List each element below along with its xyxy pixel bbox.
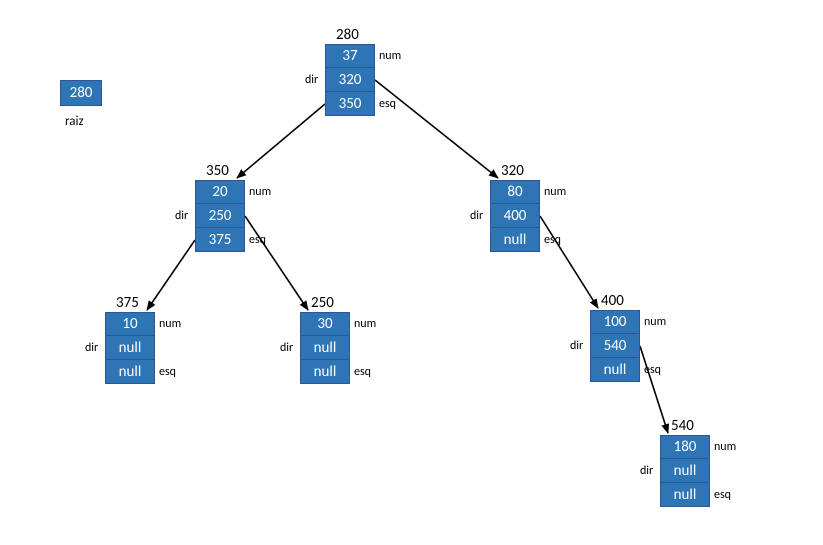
cell-dir: null bbox=[300, 336, 350, 360]
label-num: num bbox=[249, 185, 271, 199]
edge bbox=[245, 216, 308, 310]
node-addr-400: 400 bbox=[601, 292, 624, 310]
label-dir: dir bbox=[470, 209, 483, 223]
node-280: 37320350 bbox=[325, 44, 375, 116]
node-addr-375: 375 bbox=[116, 294, 139, 312]
root-label: raiz bbox=[65, 114, 84, 129]
node-540: 180nullnull bbox=[660, 435, 710, 507]
label-esq: esq bbox=[249, 233, 266, 247]
edge bbox=[640, 346, 668, 433]
cell-dir: 250 bbox=[195, 204, 245, 228]
label-num: num bbox=[379, 49, 401, 63]
node-addr-280: 280 bbox=[336, 26, 359, 44]
label-dir: dir bbox=[305, 73, 318, 87]
node-addr-320: 320 bbox=[501, 162, 524, 180]
cell-num: 80 bbox=[490, 180, 540, 204]
cell-esq: null bbox=[105, 360, 155, 384]
node-350: 20250375 bbox=[195, 180, 245, 252]
cell-esq: 375 bbox=[195, 228, 245, 252]
node-addr-250: 250 bbox=[311, 294, 334, 312]
label-dir: dir bbox=[280, 341, 293, 355]
cell-num: 37 bbox=[325, 44, 375, 68]
cell-num: 10 bbox=[105, 312, 155, 336]
node-addr-540: 540 bbox=[671, 417, 694, 435]
cell-esq: null bbox=[660, 483, 710, 507]
label-esq: esq bbox=[379, 97, 396, 111]
edge bbox=[375, 80, 498, 178]
cell-num: 100 bbox=[590, 310, 640, 334]
label-num: num bbox=[644, 315, 666, 329]
label-num: num bbox=[544, 185, 566, 199]
cell-esq: null bbox=[590, 358, 640, 382]
label-num: num bbox=[354, 317, 376, 331]
cell-num: 20 bbox=[195, 180, 245, 204]
node-addr-350: 350 bbox=[206, 162, 229, 180]
cell-esq: null bbox=[300, 360, 350, 384]
label-esq: esq bbox=[159, 365, 176, 379]
label-dir: dir bbox=[570, 339, 583, 353]
cell-num: 180 bbox=[660, 435, 710, 459]
label-num: num bbox=[159, 317, 181, 331]
label-num: num bbox=[714, 440, 736, 454]
cell-esq: null bbox=[490, 228, 540, 252]
node-250: 30nullnull bbox=[300, 312, 350, 384]
cell-dir: null bbox=[105, 336, 155, 360]
node-320: 80400null bbox=[490, 180, 540, 252]
label-dir: dir bbox=[175, 209, 188, 223]
cell-num: 30 bbox=[300, 312, 350, 336]
label-esq: esq bbox=[544, 233, 561, 247]
label-esq: esq bbox=[354, 365, 371, 379]
cell-dir: null bbox=[660, 459, 710, 483]
edge bbox=[147, 240, 195, 310]
root-value: 280 bbox=[60, 80, 102, 106]
label-dir: dir bbox=[640, 464, 653, 478]
cell-dir: 400 bbox=[490, 204, 540, 228]
label-esq: esq bbox=[714, 488, 731, 502]
edge bbox=[540, 216, 598, 308]
cell-esq: 350 bbox=[325, 92, 375, 116]
root-box: 280 bbox=[60, 80, 102, 106]
node-375: 10nullnull bbox=[105, 312, 155, 384]
node-400: 100540null bbox=[590, 310, 640, 382]
label-esq: esq bbox=[644, 363, 661, 377]
cell-dir: 540 bbox=[590, 334, 640, 358]
label-dir: dir bbox=[85, 341, 98, 355]
edge bbox=[237, 104, 325, 178]
cell-dir: 320 bbox=[325, 68, 375, 92]
diagram-canvas: 280raiz28037320350numdiresq35020250375nu… bbox=[0, 0, 823, 545]
